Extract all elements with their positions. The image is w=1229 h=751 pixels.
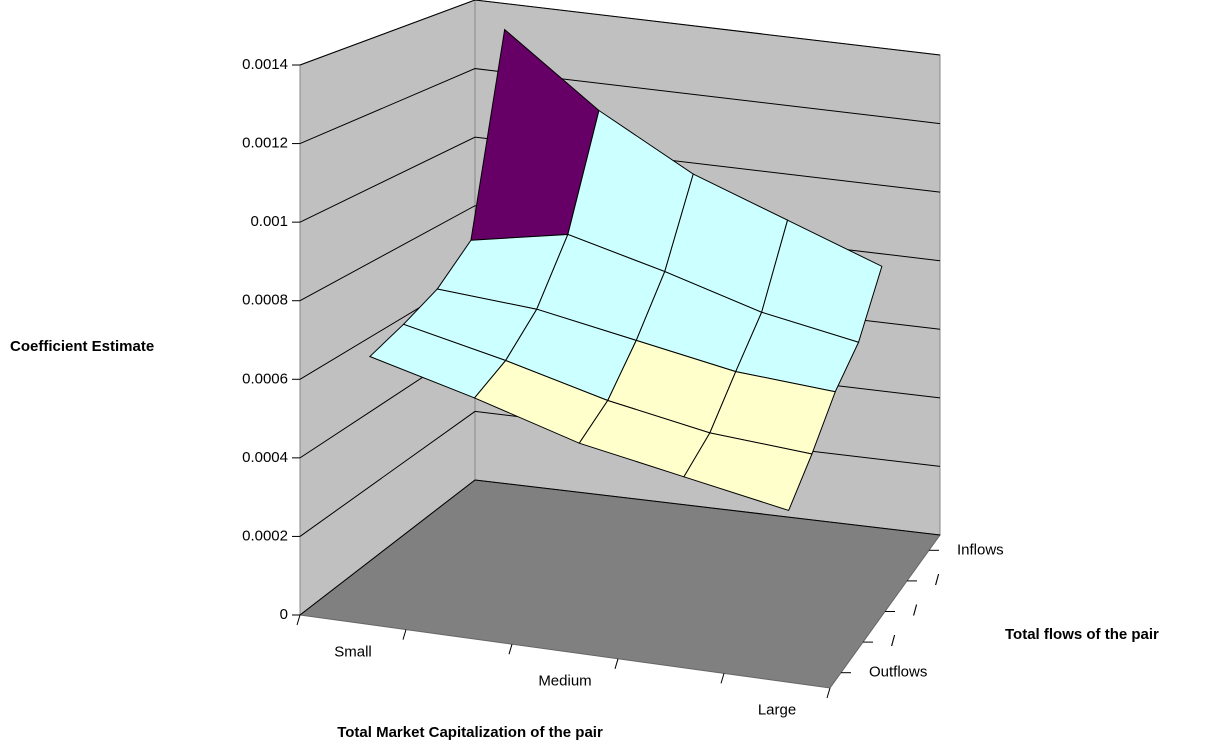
y-tick-label: 0.0014 (242, 56, 288, 73)
surface-patch (683, 432, 813, 512)
z-tick-label: / (935, 572, 940, 589)
z-tick-label: / (913, 602, 918, 619)
y-tick-label: 0.0006 (242, 370, 288, 387)
x-tick (614, 658, 619, 669)
x-tick-label: Medium (538, 672, 591, 689)
grid-line (299, 0, 941, 66)
y-tick-label: 0.001 (250, 213, 288, 230)
x-tick-label: Large (758, 702, 796, 719)
x-tick (296, 614, 301, 626)
x-tick-label: Small (334, 643, 372, 660)
y-tick-label: 0.0012 (242, 135, 288, 152)
y-tick-label: 0 (280, 606, 288, 623)
y-tick-label: 0.0008 (242, 292, 288, 309)
grid-line (299, 136, 941, 223)
z-tick-label: Inflows (957, 541, 1004, 558)
y-tick-label: 0.0002 (242, 527, 288, 544)
grid-line (299, 68, 941, 145)
x-tick (508, 644, 513, 655)
x-axis-title: Total Market Capitalization of the pair (337, 724, 603, 741)
x-tick (720, 673, 725, 684)
z-tick-label: Outflows (869, 664, 927, 681)
z-tick-label: / (891, 633, 896, 650)
grid-line (299, 479, 941, 616)
x-tick (402, 629, 407, 640)
y-tick-label: 0.0004 (242, 449, 288, 466)
y-axis-title: Coefficient Estimate (10, 338, 154, 355)
x-tick (826, 687, 831, 699)
z-axis-title: Total flows of the pair (1005, 626, 1159, 643)
